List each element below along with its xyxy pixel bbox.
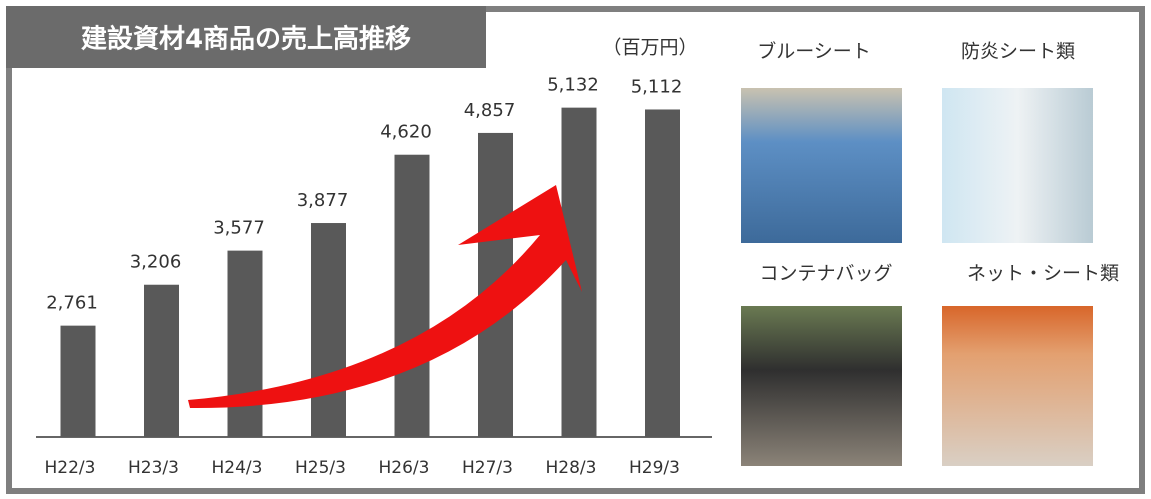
title-tab (6, 6, 486, 68)
bar (394, 154, 430, 437)
x-tick-label: H25/3 (295, 458, 346, 478)
photo (942, 306, 1093, 466)
photo-label: コンテナバッグ (759, 263, 892, 285)
x-tick-label: H23/3 (128, 458, 179, 478)
photo-label: ネット・シート類 (967, 263, 1119, 285)
photo-label: 防炎シート類 (961, 41, 1075, 63)
x-tick-label: H28/3 (546, 458, 597, 478)
x-tick-label: H27/3 (462, 458, 513, 478)
growth-arrow (188, 185, 582, 409)
photo-label: ブルーシート (757, 40, 871, 63)
value-label: 3,877 (297, 190, 349, 211)
bar (311, 223, 346, 437)
unit-label: （百万円） (602, 37, 697, 59)
bar (144, 284, 179, 437)
value-label: 2,761 (46, 293, 98, 314)
value-label: 3,206 (130, 252, 182, 273)
frame (6, 6, 1145, 494)
chart-title: 建設資材4商品の売上高推移 (81, 24, 411, 55)
value-label: 4,857 (464, 100, 516, 121)
x-tick-label: H29/3 (629, 458, 680, 478)
value-label: 3,577 (213, 218, 265, 239)
photo (741, 306, 902, 466)
bar (60, 325, 96, 437)
value-label: 4,620 (380, 122, 432, 143)
photo (741, 88, 902, 243)
x-tick-label: H26/3 (379, 458, 430, 478)
x-tick-label: H24/3 (212, 458, 263, 478)
bar (561, 107, 597, 437)
value-label: 5,112 (631, 76, 683, 97)
x-tick-label: H22/3 (45, 458, 96, 478)
photo (942, 88, 1093, 243)
value-label: 5,132 (547, 75, 599, 96)
bar (645, 109, 680, 437)
bar (227, 250, 263, 437)
